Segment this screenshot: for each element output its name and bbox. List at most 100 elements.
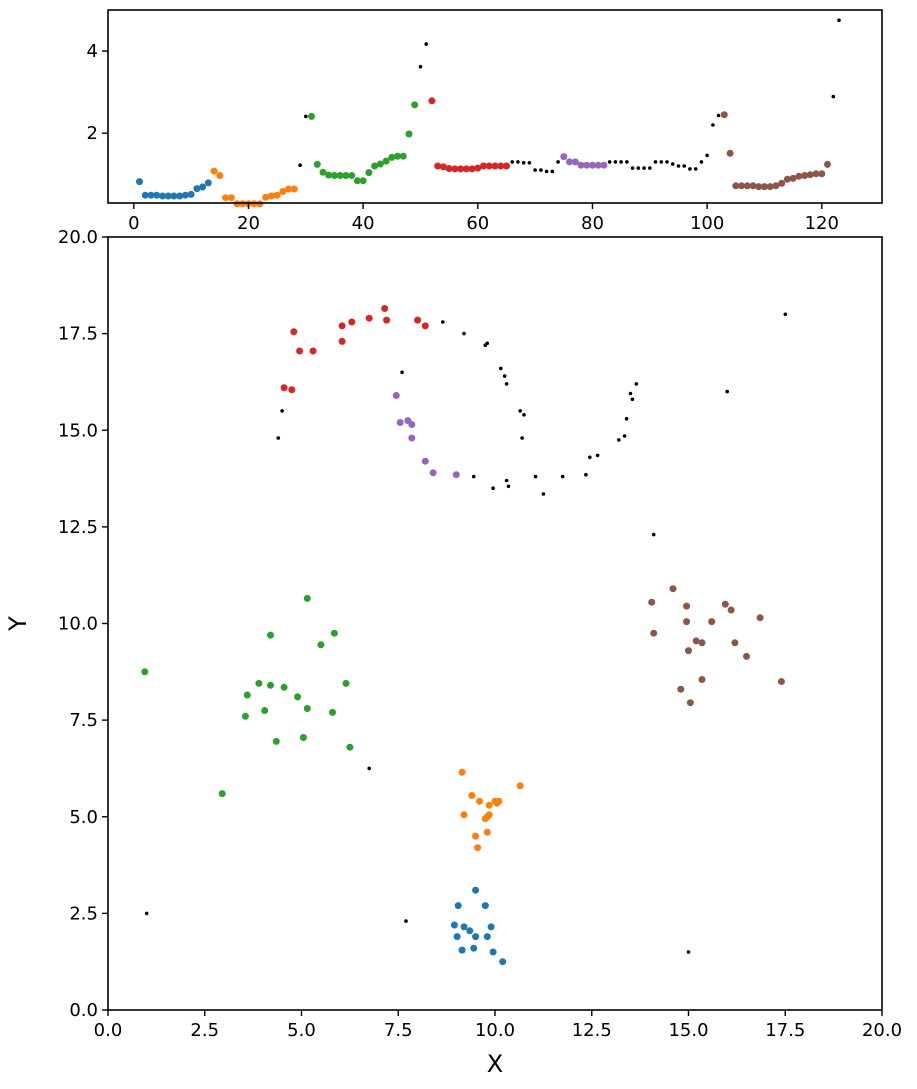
top-point-cluster-2 bbox=[359, 177, 367, 185]
main-point-cluster-0 bbox=[460, 923, 468, 931]
top-point-noise bbox=[533, 168, 537, 172]
top-point-noise bbox=[659, 160, 664, 164]
main-point-cluster-2 bbox=[299, 734, 307, 741]
top-point-cluster-1 bbox=[279, 188, 287, 195]
top-point-noise bbox=[636, 166, 641, 170]
main-point-cluster-3 bbox=[383, 316, 391, 324]
main-point-cluster-2 bbox=[218, 790, 226, 798]
top-point-cluster-4 bbox=[583, 161, 591, 169]
main-point-cluster-5 bbox=[743, 652, 750, 660]
main-ytick-label: 5.0 bbox=[69, 807, 98, 828]
main-point-cluster-3 bbox=[288, 386, 296, 394]
main-point-cluster-2 bbox=[280, 683, 288, 691]
main-point-noise bbox=[588, 455, 592, 460]
top-point-cluster-2 bbox=[376, 160, 384, 168]
main-point-cluster-5 bbox=[685, 647, 692, 655]
top-point-cluster-3 bbox=[457, 165, 465, 173]
main-point-cluster-3 bbox=[296, 347, 304, 355]
main-point-cluster-1 bbox=[458, 768, 466, 776]
main-point-noise bbox=[471, 474, 476, 479]
main-point-cluster-5 bbox=[677, 685, 685, 693]
top-point-cluster-5 bbox=[726, 149, 734, 157]
main-point-cluster-5 bbox=[708, 618, 716, 626]
top-point-cluster-3 bbox=[434, 162, 442, 170]
main-ytick-label: 17.5 bbox=[58, 324, 98, 345]
top-point-noise bbox=[527, 161, 532, 165]
top-point-cluster-2 bbox=[382, 157, 390, 165]
top-xtick-label: 40 bbox=[352, 213, 375, 234]
main-point-cluster-3 bbox=[421, 322, 429, 330]
top-point-noise bbox=[699, 160, 704, 164]
main-point-cluster-2 bbox=[317, 641, 325, 649]
top-point-noise bbox=[682, 164, 686, 168]
main-point-cluster-0 bbox=[499, 958, 507, 966]
top-point-noise bbox=[521, 161, 526, 165]
top-point-noise bbox=[516, 160, 520, 164]
top-point-noise bbox=[625, 160, 629, 164]
main-point-noise bbox=[628, 391, 633, 396]
top-point-cluster-1 bbox=[227, 194, 235, 202]
top-point-cluster-1 bbox=[273, 191, 281, 199]
top-point-noise bbox=[418, 64, 423, 69]
main-point-noise bbox=[686, 950, 691, 954]
main-point-cluster-1 bbox=[485, 811, 493, 819]
top-point-cluster-1 bbox=[267, 192, 275, 200]
main-point-cluster-2 bbox=[294, 693, 302, 701]
main-point-cluster-4 bbox=[408, 421, 416, 428]
top-point-cluster-4 bbox=[589, 161, 596, 169]
top-point-cluster-5 bbox=[749, 182, 757, 190]
main-point-noise bbox=[280, 409, 284, 413]
top-point-noise bbox=[676, 164, 681, 168]
main-point-cluster-5 bbox=[648, 598, 656, 606]
main-point-noise bbox=[533, 474, 538, 479]
main-point-cluster-5 bbox=[683, 602, 691, 610]
main-point-cluster-2 bbox=[261, 707, 269, 714]
top-point-cluster-3 bbox=[428, 97, 436, 105]
main-point-cluster-3 bbox=[338, 322, 346, 330]
main-point-cluster-0 bbox=[472, 886, 480, 894]
main-point-noise bbox=[462, 331, 466, 336]
top-point-cluster-3 bbox=[445, 165, 453, 172]
main-point-cluster-1 bbox=[516, 782, 524, 790]
top-xtick-label: 120 bbox=[805, 213, 839, 234]
main-scatter-plot: 0.0 2.5 5.0 7.5 10.0 12.5 15.0 17.5 20.0 0.0 2.5 5.… bbox=[4, 227, 902, 1078]
top-point-noise bbox=[539, 168, 543, 172]
main-point-noise bbox=[783, 312, 788, 317]
main-point-cluster-5 bbox=[698, 676, 706, 683]
main-point-noise bbox=[367, 766, 372, 771]
main-x-axis-label: X bbox=[487, 1050, 503, 1078]
top-point-noise bbox=[510, 160, 514, 164]
main-point-cluster-0 bbox=[481, 902, 489, 910]
main-point-noise bbox=[651, 532, 656, 537]
top-point-noise bbox=[544, 169, 549, 174]
top-point-noise bbox=[837, 18, 841, 23]
top-point-cluster-2 bbox=[405, 130, 413, 138]
top-point-noise bbox=[711, 123, 715, 127]
main-point-noise bbox=[491, 486, 495, 491]
main-point-cluster-1 bbox=[460, 811, 468, 819]
top-point-cluster-0 bbox=[153, 191, 161, 199]
main-point-cluster-3 bbox=[280, 384, 288, 392]
main-point-cluster-1 bbox=[483, 828, 491, 836]
main-axes-frame bbox=[107, 236, 883, 1011]
main-point-noise bbox=[595, 453, 600, 458]
top-point-cluster-5 bbox=[801, 172, 809, 179]
top-point-noise bbox=[619, 160, 623, 164]
top-point-cluster-0 bbox=[136, 178, 143, 186]
top-point-cluster-2 bbox=[342, 172, 350, 179]
top-point-cluster-2 bbox=[308, 112, 315, 120]
main-point-cluster-2 bbox=[255, 679, 263, 687]
main-point-noise bbox=[404, 919, 408, 923]
main-xtick-label: 12.5 bbox=[572, 1020, 612, 1041]
main-point-cluster-0 bbox=[453, 933, 461, 941]
main-point-cluster-5 bbox=[721, 600, 729, 608]
main-point-noise bbox=[541, 492, 546, 496]
main-point-noise bbox=[518, 409, 522, 413]
top-point-cluster-1 bbox=[285, 185, 293, 193]
main-xtick-label: 0.0 bbox=[94, 1020, 123, 1041]
top-ytick-label: 4 bbox=[87, 41, 98, 62]
top-point-cluster-5 bbox=[812, 170, 820, 178]
main-point-noise bbox=[617, 438, 621, 442]
top-point-cluster-1 bbox=[290, 185, 298, 193]
top-point-noise bbox=[693, 167, 698, 171]
